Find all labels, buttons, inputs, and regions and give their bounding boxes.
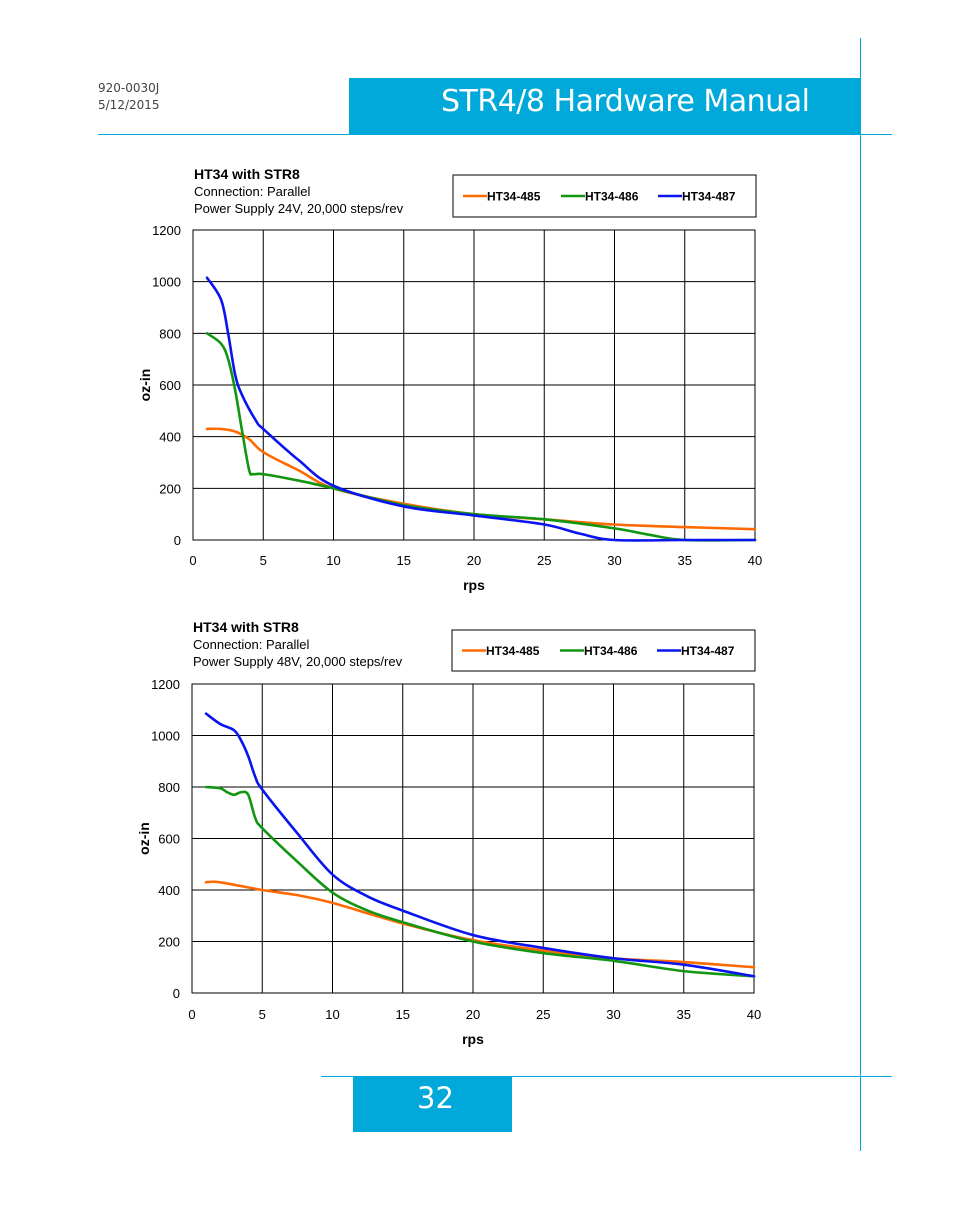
y-tick-label: 1000	[151, 729, 180, 744]
legend-box	[451, 629, 756, 672]
series-line-ht34-486	[204, 785, 756, 978]
x-axis-label: rps	[462, 1031, 484, 1047]
plot-area-border	[191, 683, 755, 994]
y-tick-label: 600	[159, 378, 181, 393]
legend-label: HT34-487	[681, 644, 735, 658]
x-tick-label: 10	[325, 1007, 339, 1022]
x-tick-label: 15	[397, 553, 411, 568]
x-tick-label: 25	[536, 1007, 550, 1022]
plot-grid	[192, 229, 756, 541]
x-tick-label: 10	[326, 553, 340, 568]
legend-label: HT34-487	[682, 190, 736, 204]
y-tick-label: 0	[174, 533, 181, 548]
plot-area-border	[192, 229, 756, 541]
series-line-ht34-487	[205, 276, 757, 542]
x-tick-label: 5	[259, 1007, 266, 1022]
document-number: 920-0030J	[98, 81, 160, 95]
right-margin-rule	[860, 38, 861, 1151]
x-axis-label: rps	[463, 577, 485, 593]
chart-title: HT34 with STR8	[194, 166, 300, 182]
legend-label: HT34-485	[486, 644, 540, 658]
y-tick-label: 0	[173, 986, 180, 1001]
torque-chart-24v: HT34 with STR8 Connection: Parallel Power …	[137, 166, 762, 593]
header-rule	[98, 134, 892, 135]
page-number: 32	[417, 1081, 454, 1115]
x-tick-label: 20	[467, 553, 481, 568]
footer-rule	[321, 1076, 892, 1077]
y-tick-label: 800	[159, 326, 181, 341]
y-tick-label: 1200	[151, 677, 180, 692]
plot-grid	[191, 683, 755, 994]
chart-subtitle: Connection: Parallel	[194, 184, 310, 199]
y-tick-label: 200	[159, 481, 181, 496]
x-tick-label: 30	[606, 1007, 620, 1022]
page-number-box: 32	[353, 1077, 512, 1132]
y-tick-label: 400	[158, 883, 180, 898]
legend-box	[452, 174, 757, 218]
x-tick-label: 40	[747, 1007, 761, 1022]
x-tick-label: 0	[189, 553, 196, 568]
y-tick-label: 600	[158, 832, 180, 847]
chart-legend: HT34-485 HT34-486 HT34-487	[452, 174, 757, 218]
y-tick-label: 400	[159, 430, 181, 445]
chart-subtitle: Connection: Parallel	[193, 637, 309, 652]
chart-legend: HT34-485 HT34-486 HT34-487	[451, 629, 756, 672]
y-tick-label: 1200	[152, 223, 181, 238]
y-tick-label: 1000	[152, 275, 181, 290]
legend-label: HT34-485	[487, 190, 541, 204]
chart-title: HT34 with STR8	[193, 619, 299, 635]
x-tick-label: 5	[260, 553, 267, 568]
x-tick-label: 25	[537, 553, 551, 568]
y-axis-label: oz-in	[137, 369, 153, 402]
chart-subtitle: Power Supply 24V, 20,000 steps/rev	[194, 201, 404, 216]
x-tick-label: 35	[677, 1007, 691, 1022]
legend-label: HT34-486	[585, 190, 639, 204]
chart-subtitle: Power Supply 48V, 20,000 steps/rev	[193, 654, 403, 669]
x-tick-label: 20	[466, 1007, 480, 1022]
x-tick-label: 35	[678, 553, 692, 568]
series-line-ht34-485	[204, 880, 756, 969]
x-tick-label: 15	[396, 1007, 410, 1022]
legend-label: HT34-486	[584, 644, 638, 658]
title-banner: STR4/8 Hardware Manual	[349, 78, 860, 134]
document-date: 5/12/2015	[98, 98, 160, 112]
y-tick-label: 200	[158, 935, 180, 950]
document-info: 920-0030J 5/12/2015	[98, 80, 160, 114]
x-tick-label: 30	[607, 553, 621, 568]
y-tick-label: 800	[158, 780, 180, 795]
series-line-ht34-486	[205, 332, 757, 542]
x-tick-label: 40	[748, 553, 762, 568]
x-tick-label: 0	[188, 1007, 195, 1022]
page-title: STR4/8 Hardware Manual	[441, 84, 810, 119]
y-axis-label: oz-in	[136, 822, 152, 855]
torque-chart-48v: HT34 with STR8 Connection: Parallel Power …	[136, 619, 761, 1047]
series-line-ht34-487	[204, 712, 756, 978]
